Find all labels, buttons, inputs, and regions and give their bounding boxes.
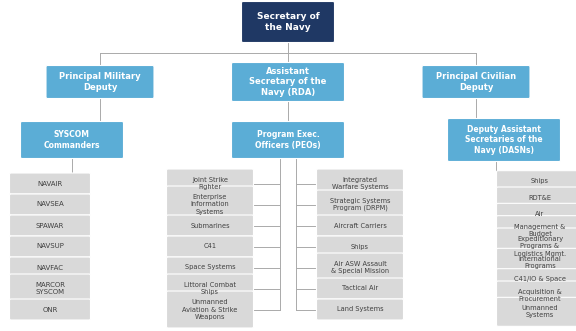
FancyBboxPatch shape <box>497 216 576 245</box>
Text: Integrated
Warfare Systems: Integrated Warfare Systems <box>332 177 388 190</box>
Text: SYSCOM
Commanders: SYSCOM Commanders <box>44 130 100 150</box>
Text: Aircraft Carriers: Aircraft Carriers <box>334 222 386 228</box>
Text: Air ASW Assault
& Special Mission: Air ASW Assault & Special Mission <box>331 261 389 274</box>
Text: Land Systems: Land Systems <box>337 307 383 312</box>
FancyBboxPatch shape <box>21 121 123 159</box>
Text: Ships: Ships <box>351 244 369 250</box>
FancyBboxPatch shape <box>166 169 253 198</box>
FancyBboxPatch shape <box>9 194 90 215</box>
FancyBboxPatch shape <box>316 169 404 198</box>
Text: Principal Military
Deputy: Principal Military Deputy <box>59 72 141 92</box>
Text: Expeditionary
Programs &
Logistics Mgmt.: Expeditionary Programs & Logistics Mgmt. <box>514 236 566 257</box>
FancyBboxPatch shape <box>422 66 530 99</box>
Text: Program Exec.
Officers (PEOs): Program Exec. Officers (PEOs) <box>255 130 321 150</box>
FancyBboxPatch shape <box>166 257 253 278</box>
Text: NAVSUP: NAVSUP <box>36 244 64 250</box>
Text: NAVFAC: NAVFAC <box>36 264 63 270</box>
FancyBboxPatch shape <box>232 121 344 159</box>
FancyBboxPatch shape <box>448 118 560 162</box>
FancyBboxPatch shape <box>9 299 90 320</box>
Text: Acquisition &
Procurement: Acquisition & Procurement <box>518 289 562 302</box>
FancyBboxPatch shape <box>497 297 576 326</box>
Text: Deputy Assistant
Secretaries of the
Navy (DASNs): Deputy Assistant Secretaries of the Navy… <box>465 125 543 155</box>
FancyBboxPatch shape <box>166 215 253 236</box>
FancyBboxPatch shape <box>497 171 576 192</box>
Text: Ships: Ships <box>531 178 549 184</box>
Text: Air: Air <box>536 211 544 217</box>
Text: Secretary of
the Navy: Secretary of the Navy <box>257 12 319 32</box>
FancyBboxPatch shape <box>316 299 404 320</box>
FancyBboxPatch shape <box>9 236 90 257</box>
FancyBboxPatch shape <box>316 278 404 299</box>
Text: ONR: ONR <box>42 307 58 312</box>
Text: Enterprise
Information
Systems: Enterprise Information Systems <box>191 194 229 215</box>
Text: Assistant
Secretary of the
Navy (RDA): Assistant Secretary of the Navy (RDA) <box>249 67 327 97</box>
Text: C41/IO & Space: C41/IO & Space <box>514 276 566 282</box>
Text: Principal Civilian
Deputy: Principal Civilian Deputy <box>436 72 516 92</box>
Text: NAVAIR: NAVAIR <box>37 180 63 186</box>
FancyBboxPatch shape <box>166 291 253 328</box>
Text: International
Programs: International Programs <box>518 256 562 269</box>
FancyBboxPatch shape <box>46 66 154 99</box>
FancyBboxPatch shape <box>241 2 335 42</box>
FancyBboxPatch shape <box>497 248 576 277</box>
FancyBboxPatch shape <box>9 257 90 278</box>
FancyBboxPatch shape <box>316 253 404 282</box>
Text: Management &
Budget: Management & Budget <box>514 223 566 237</box>
Text: RDT&E: RDT&E <box>529 195 551 201</box>
FancyBboxPatch shape <box>9 173 90 194</box>
FancyBboxPatch shape <box>166 186 253 223</box>
Text: Tactical Air: Tactical Air <box>342 286 378 292</box>
FancyBboxPatch shape <box>316 190 404 219</box>
FancyBboxPatch shape <box>316 236 404 257</box>
FancyBboxPatch shape <box>497 203 576 224</box>
Text: Unmanned
Aviation & Strike
Weapons: Unmanned Aviation & Strike Weapons <box>183 299 238 320</box>
Text: Strategic Systems
Program (DRPM): Strategic Systems Program (DRPM) <box>329 198 391 212</box>
Text: Submarines: Submarines <box>190 222 230 228</box>
Text: C41: C41 <box>203 244 217 250</box>
FancyBboxPatch shape <box>166 236 253 257</box>
FancyBboxPatch shape <box>497 281 576 310</box>
FancyBboxPatch shape <box>497 228 576 265</box>
FancyBboxPatch shape <box>9 215 90 236</box>
FancyBboxPatch shape <box>316 215 404 236</box>
FancyBboxPatch shape <box>497 269 576 290</box>
Text: Space Systems: Space Systems <box>185 264 236 270</box>
FancyBboxPatch shape <box>497 187 576 208</box>
Text: SPAWAR: SPAWAR <box>36 222 64 228</box>
Text: Littoral Combat
Ships: Littoral Combat Ships <box>184 282 236 295</box>
Text: Joint Strike
Fighter: Joint Strike Fighter <box>192 177 228 190</box>
Text: Unmanned
Systems: Unmanned Systems <box>522 305 558 318</box>
FancyBboxPatch shape <box>232 63 344 102</box>
FancyBboxPatch shape <box>166 274 253 303</box>
Text: MARCOR
SYSCOM: MARCOR SYSCOM <box>35 282 65 295</box>
FancyBboxPatch shape <box>9 274 90 303</box>
Text: NAVSEA: NAVSEA <box>36 202 64 208</box>
